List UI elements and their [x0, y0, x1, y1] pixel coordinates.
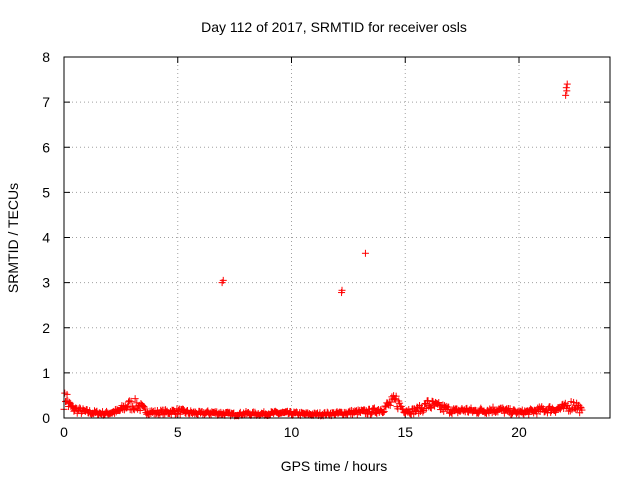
data-point-627: [572, 406, 580, 414]
data-point-439: [418, 405, 426, 413]
data-point-394: [380, 408, 388, 416]
data-point-87: [130, 406, 138, 414]
x-axis-label: GPS time / hours: [281, 458, 388, 474]
x-tick-label-15: 15: [397, 424, 413, 440]
x-tick-label-20: 20: [511, 424, 527, 440]
data-point-507: [474, 409, 482, 417]
chart-title: Day 112 of 2017, SRMTID for receiver osl…: [201, 19, 467, 35]
data-point-94: [136, 407, 144, 415]
data-point-466: [441, 402, 449, 410]
data-point-440: [419, 408, 427, 416]
outlier-point-7: [562, 84, 570, 92]
data-point-435: [415, 409, 423, 417]
y-tick-label-7: 7: [42, 94, 50, 110]
outlier-point-1: [219, 276, 227, 284]
data-point-147: [179, 405, 187, 413]
data-point-408: [392, 392, 400, 400]
data-point-608: [556, 405, 564, 413]
data-points: [60, 80, 586, 420]
outlier-point-4: [361, 249, 369, 257]
data-point-521: [486, 405, 494, 413]
y-tick-label-0: 0: [42, 410, 50, 426]
data-point-458: [434, 400, 442, 408]
data-point-594: [545, 403, 553, 411]
data-point-83: [127, 397, 135, 405]
data-point-624: [570, 398, 578, 406]
data-point-4: [63, 390, 71, 398]
grid-lines: [64, 57, 610, 418]
data-point-143: [176, 410, 184, 418]
y-tick-label-3: 3: [42, 275, 50, 291]
data-point-546: [506, 405, 514, 413]
outlier-point-8: [563, 80, 571, 88]
data-point-412: [396, 399, 404, 407]
data-point-401: [386, 401, 394, 409]
data-point-446: [424, 397, 432, 405]
data-point-402: [387, 398, 395, 406]
data-point-99: [140, 403, 148, 411]
data-point-617: [564, 401, 572, 409]
y-tick-label-1: 1: [42, 365, 50, 381]
y-tick-label-8: 8: [42, 49, 50, 65]
data-point-471: [445, 403, 453, 411]
data-point-381: [370, 405, 378, 413]
x-tick-label-10: 10: [284, 424, 300, 440]
data-point-393: [379, 408, 387, 416]
data-point-569: [525, 410, 533, 418]
data-point-370: [361, 406, 369, 414]
x-tick-label-5: 5: [174, 424, 182, 440]
y-tick-label-6: 6: [42, 139, 50, 155]
data-point-122: [159, 411, 167, 419]
data-point-407: [391, 396, 399, 404]
data-point-635: [578, 406, 586, 414]
x-tick-label-0: 0: [60, 424, 68, 440]
data-point-378: [367, 410, 375, 418]
data-point-449: [426, 403, 434, 411]
outlier-point-3: [338, 286, 346, 294]
plot-frame: [63, 56, 611, 419]
data-point-525: [489, 403, 497, 411]
y-tick-label-2: 2: [42, 320, 50, 336]
data-point-100: [141, 405, 149, 413]
data-point-88: [131, 395, 139, 403]
data-point-633: [576, 403, 584, 411]
y-axis-label: SRMTID / TECUs: [5, 183, 21, 293]
data-point-424: [406, 409, 414, 417]
data-point-72: [118, 402, 126, 410]
y-tick-label-4: 4: [42, 230, 50, 246]
tick-labels: 0 5 10 15 20 0 1 2 3 4 5 6 7 8: [42, 49, 527, 440]
y-tick-label-5: 5: [42, 184, 50, 200]
data-point-10: [68, 402, 76, 410]
outlier-point-5: [562, 91, 570, 99]
